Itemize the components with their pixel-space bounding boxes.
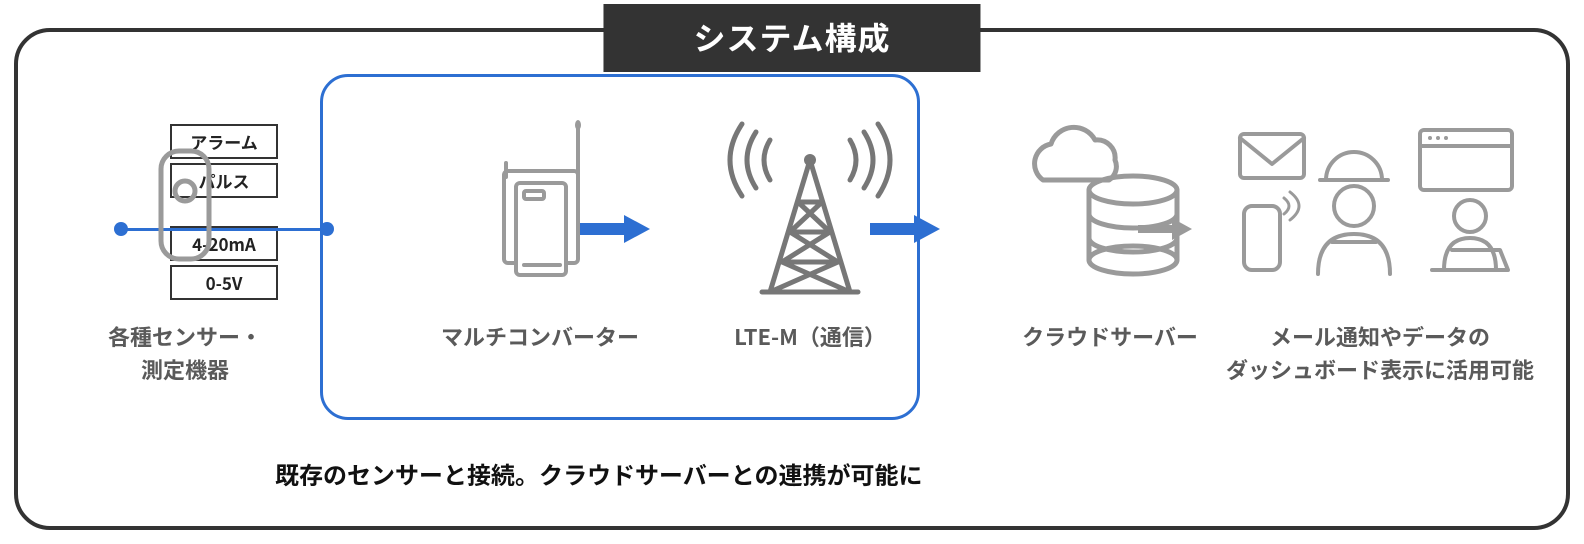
cell-tower-icon (700, 110, 920, 300)
label-sensor: 各種センサー・測定機器 (108, 320, 262, 386)
sensor-icon (155, 145, 215, 265)
users-dashboard-icon (1230, 120, 1530, 290)
label-cloud: クラウドサーバー (1022, 320, 1198, 353)
diagram-row: 各種センサー・測定機器 (40, 90, 1544, 410)
col-sensor: 各種センサー・測定機器 (60, 90, 310, 386)
title-ribbon: システム構成 (603, 4, 980, 72)
cloud-server-icon (1015, 120, 1205, 290)
label-converter: マルチコンバーター (441, 320, 639, 353)
caption: 既存のセンサーと接続。クラウドサーバーとの連携が可能に (275, 456, 923, 491)
col-converter: マルチコンバーター (410, 90, 670, 353)
converter-icon (470, 115, 610, 295)
col-lte: LTE-M（通信） (680, 90, 940, 353)
label-lte: LTE-M（通信） (734, 320, 886, 353)
label-users: メール通知やデータのダッシュボード表示に活用可能 (1226, 320, 1534, 386)
col-cloud: クラウドサーバー (980, 90, 1240, 353)
page-title: システム構成 (693, 14, 890, 60)
col-users: メール通知やデータのダッシュボード表示に活用可能 (1220, 90, 1540, 386)
